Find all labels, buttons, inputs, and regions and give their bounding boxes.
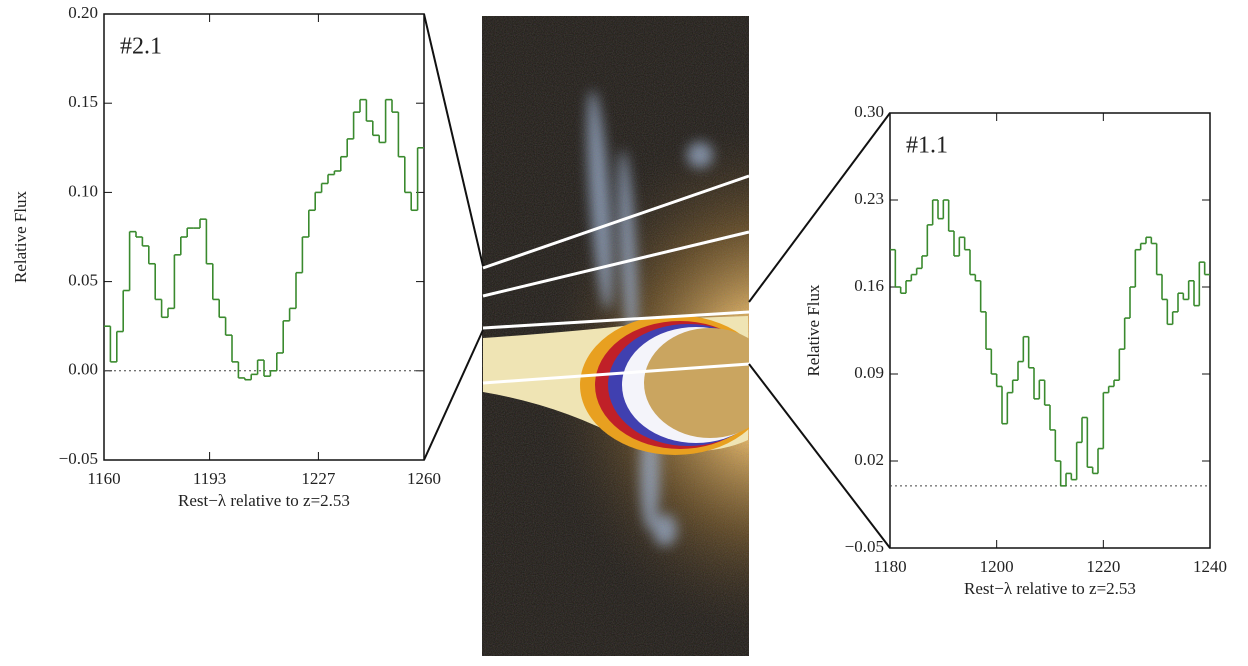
x-tick-label: 1220 (1086, 557, 1120, 576)
y-tick-label: 0.05 (68, 271, 98, 290)
x-tick-label: 1260 (407, 469, 441, 488)
y-tick-label: 0.20 (68, 3, 98, 22)
plot-frame (104, 14, 424, 460)
y-tick-label: 0.16 (854, 276, 884, 295)
x-tick-label: 1193 (193, 469, 226, 488)
y-tick-label: −0.05 (59, 449, 98, 468)
x-tick-label: 1227 (301, 469, 336, 488)
x-tick-label: 1200 (980, 557, 1014, 576)
y-axis-label: Relative Flux (804, 284, 823, 377)
x-tick-label: 1180 (873, 557, 906, 576)
y-tick-label: 0.23 (854, 189, 884, 208)
y-tick-label: 0.00 (68, 360, 98, 379)
y-tick-label: 0.30 (854, 102, 884, 121)
y-tick-label: 0.10 (68, 181, 98, 200)
y-axis-label: Relative Flux (11, 190, 30, 283)
y-tick-label: 0.02 (854, 450, 884, 469)
panel-label: #2.1 (120, 34, 162, 60)
plot-frame (890, 113, 1210, 548)
y-tick-label: −0.05 (845, 537, 884, 556)
panel-label: #1.1 (906, 133, 948, 159)
x-axis-label: Rest−λ relative to z=2.53 (964, 579, 1136, 598)
y-tick-label: 0.15 (68, 92, 98, 111)
x-axis-label: Rest−λ relative to z=2.53 (178, 491, 350, 510)
y-tick-label: 0.09 (854, 363, 884, 382)
figure: −0.05 0.00 0.05 0.10 0.15 0.20 1160 1193 1227 126… (0, 0, 1248, 661)
x-tick-label: 1160 (87, 469, 120, 488)
x-tick-label: 1240 (1193, 557, 1227, 576)
